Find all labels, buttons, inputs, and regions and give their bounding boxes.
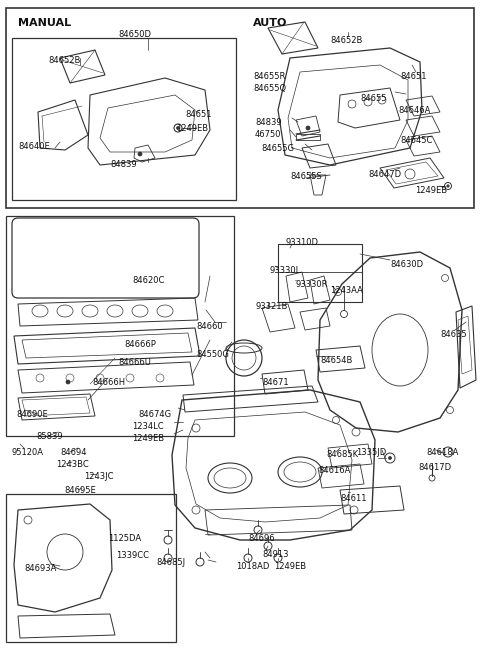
Text: 84693A: 84693A	[24, 564, 56, 573]
Text: 84913: 84913	[262, 550, 288, 559]
Text: 93330R: 93330R	[296, 280, 328, 289]
Text: 84695E: 84695E	[64, 486, 96, 495]
Text: 84620C: 84620C	[132, 276, 164, 285]
Text: 93310D: 93310D	[286, 238, 319, 247]
Text: 93321B: 93321B	[256, 302, 288, 311]
Text: 84690E: 84690E	[16, 410, 48, 419]
Text: 84618A: 84618A	[426, 448, 458, 457]
Text: 46750: 46750	[255, 130, 281, 139]
Text: 1339CC: 1339CC	[116, 551, 149, 560]
Text: 84685K: 84685K	[326, 450, 358, 459]
Text: 95120A: 95120A	[12, 448, 44, 457]
Text: 84640E: 84640E	[18, 142, 50, 151]
Text: 1249EB: 1249EB	[274, 562, 306, 571]
Text: 84655R: 84655R	[253, 72, 286, 81]
Text: 1243BC: 1243BC	[56, 460, 89, 469]
Text: MANUAL: MANUAL	[18, 18, 71, 28]
Bar	[6, 216, 234, 436]
Text: 84647D: 84647D	[368, 170, 401, 179]
Text: 84660: 84660	[196, 322, 223, 331]
Text: AUTO: AUTO	[253, 18, 288, 28]
Text: 84654B: 84654B	[320, 356, 352, 365]
Text: 84666U: 84666U	[118, 358, 151, 367]
Text: 84650D: 84650D	[118, 30, 151, 39]
Text: 1249EB: 1249EB	[132, 434, 164, 443]
Text: 84696: 84696	[248, 534, 275, 543]
Text: 93330L: 93330L	[270, 266, 301, 275]
Text: 84666H: 84666H	[92, 378, 125, 387]
Text: 84630D: 84630D	[390, 260, 423, 269]
Text: 1249EB: 1249EB	[415, 186, 447, 195]
Text: 84694: 84694	[60, 448, 86, 457]
Text: 84617D: 84617D	[418, 463, 451, 472]
Text: 1335JD: 1335JD	[356, 448, 386, 457]
Circle shape	[306, 126, 310, 130]
Text: 84655G: 84655G	[261, 144, 294, 153]
Text: 84651: 84651	[185, 110, 212, 119]
Circle shape	[66, 380, 70, 384]
Circle shape	[447, 185, 449, 187]
Text: 84666P: 84666P	[124, 340, 156, 349]
Text: 84674G: 84674G	[138, 410, 171, 419]
Text: 84550G: 84550G	[196, 350, 229, 359]
Text: 84652B: 84652B	[48, 56, 80, 65]
Text: 84645C: 84645C	[400, 136, 432, 145]
Text: 84655: 84655	[360, 94, 386, 103]
Text: 84839: 84839	[255, 118, 282, 127]
Text: 1018AD: 1018AD	[236, 562, 269, 571]
Text: 84651: 84651	[400, 72, 427, 81]
Text: 84655Q: 84655Q	[253, 84, 286, 93]
Bar	[6, 494, 176, 642]
Text: 84646A: 84646A	[398, 106, 431, 115]
Circle shape	[388, 457, 392, 460]
Text: 84652B: 84652B	[330, 36, 362, 45]
Text: 84635: 84635	[440, 330, 467, 339]
Bar	[296, 134, 320, 140]
Text: 1125DA: 1125DA	[108, 534, 141, 543]
Text: 84611: 84611	[340, 494, 367, 503]
Text: 85839: 85839	[36, 432, 62, 441]
Circle shape	[177, 126, 180, 130]
Bar	[12, 38, 236, 200]
Text: 84655S: 84655S	[290, 172, 322, 181]
Text: 1243AA: 1243AA	[330, 286, 363, 295]
Text: 1243JC: 1243JC	[84, 472, 113, 481]
Text: 1249EB: 1249EB	[176, 124, 208, 133]
Bar	[6, 8, 474, 208]
Text: 1234LC: 1234LC	[132, 422, 164, 431]
Text: 84839: 84839	[110, 160, 137, 169]
Text: 84685J: 84685J	[156, 558, 185, 567]
Text: 84616A: 84616A	[318, 466, 350, 475]
Text: 84671: 84671	[262, 378, 288, 387]
Bar	[278, 244, 362, 302]
Circle shape	[138, 152, 142, 156]
